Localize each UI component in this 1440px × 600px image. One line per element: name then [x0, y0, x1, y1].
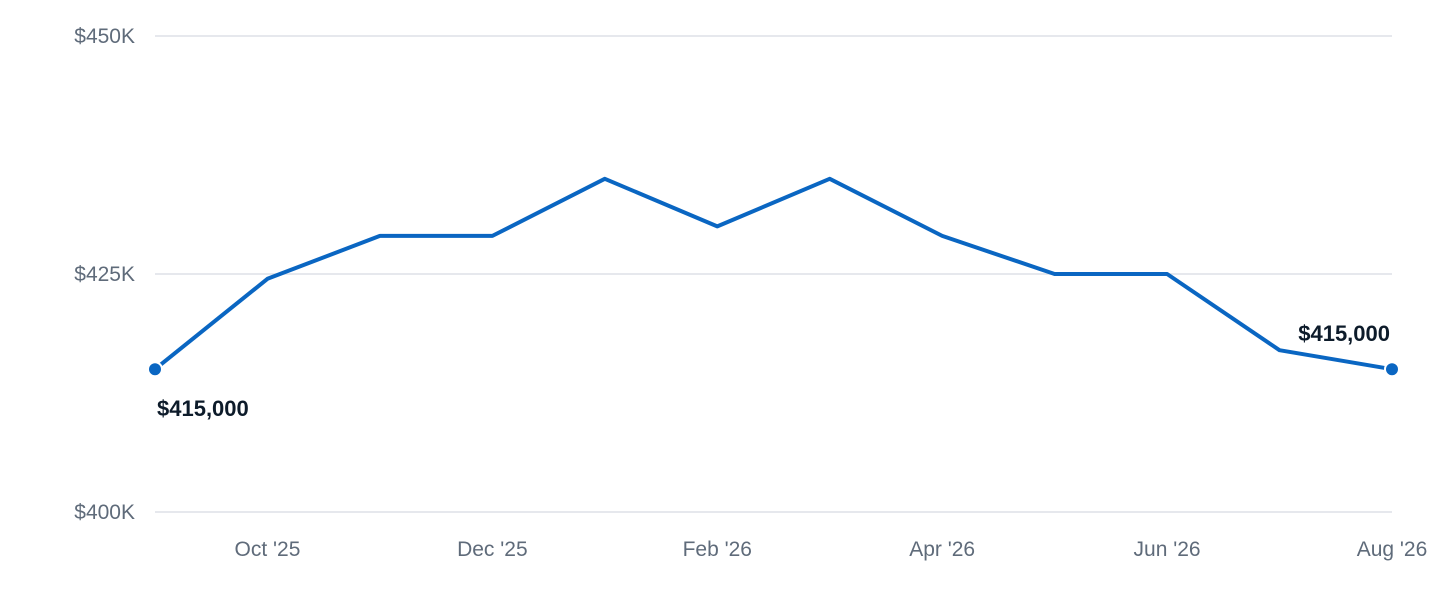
- series-layer: [153, 176, 1394, 372]
- x-tick-label: Oct '25: [235, 538, 301, 561]
- data-labels-layer: $415,000 $415,000: [157, 321, 1390, 421]
- y-tick-label: $425K: [74, 263, 135, 286]
- y-tick-label: $400K: [74, 501, 135, 524]
- data-label: $415,000: [157, 396, 249, 421]
- x-tick-label: Aug '26: [1357, 538, 1428, 561]
- gridlines: [155, 35, 1392, 513]
- x-tick-label: Dec '25: [457, 538, 528, 561]
- x-tick-label: Jun '26: [1134, 538, 1201, 561]
- series-line: [153, 176, 1394, 372]
- data-label: $415,000: [1298, 321, 1390, 346]
- points-layer: [147, 361, 1400, 378]
- data-point-marker[interactable]: [147, 361, 163, 378]
- x-axis-ticks: Oct '25 Dec '25 Feb '26 Apr '26 Jun '26 Aug '…: [235, 538, 1428, 561]
- x-tick-label: Apr '26: [909, 538, 975, 561]
- x-tick-label: Feb '26: [683, 538, 752, 561]
- data-point-marker[interactable]: [1384, 361, 1400, 378]
- y-tick-label: $450K: [74, 25, 135, 48]
- y-axis-ticks: $450K $425K $400K: [74, 25, 135, 524]
